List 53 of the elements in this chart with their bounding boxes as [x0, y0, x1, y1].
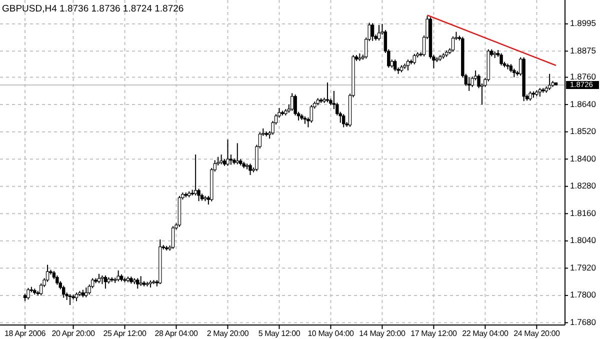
candlestick: [310, 104, 314, 124]
x-tick-label: 28 Apr 04:00: [154, 329, 198, 338]
candlestick: [377, 24, 381, 41]
candlestick: [500, 52, 503, 66]
y-tick-label: 1.8640: [570, 98, 596, 109]
candlestick: [548, 73, 552, 90]
x-tick-label: 18 Apr 2006: [4, 329, 46, 338]
x-tick-label: 2 May 20:00: [206, 329, 250, 338]
x-tick-label: 17 May 12:00: [410, 329, 458, 338]
candlestick: [68, 294, 72, 306]
candlestick: [248, 163, 252, 176]
candlestick: [370, 22, 374, 42]
candlestick: [26, 287, 30, 300]
candlestick: [412, 53, 416, 65]
y-tick-label: 1.7680: [570, 316, 596, 327]
y-tick-label: 1.8040: [570, 235, 596, 246]
candlestick: [226, 139, 230, 166]
candlestick: [104, 274, 108, 290]
candlestick: [393, 59, 397, 72]
y-tick-label: 1.8400: [570, 153, 596, 164]
y-tick-label: 1.7920: [570, 262, 596, 272]
y-tick-label: 1.8520: [570, 126, 596, 136]
x-tick-label: 25 Apr 12:00: [103, 329, 147, 338]
candlestick: [116, 270, 120, 282]
x-tick-label: 22 May 04:00: [462, 329, 509, 338]
y-tick-label: 1.8875: [570, 45, 596, 56]
candlestick: [528, 90, 532, 102]
candlestick: [236, 142, 239, 165]
candlestick: [406, 59, 410, 71]
x-tick-label: 14 May 20:00: [359, 329, 406, 338]
candlestick: [342, 114, 346, 128]
y-tick-label: 1.7800: [570, 290, 596, 300]
candlestick: [136, 278, 140, 290]
x-tick-label: 5 May 12:00: [258, 329, 301, 338]
candlestick: [220, 154, 223, 165]
candlestick: [56, 274, 59, 286]
candlestick: [326, 82, 330, 103]
chart-title: GBPUSD,H4 1.8736 1.8736 1.8724 1.8726: [2, 4, 184, 15]
x-tick-label: 10 May 04:00: [308, 329, 355, 338]
candlestick: [194, 154, 198, 196]
candlestick: [84, 287, 88, 298]
candlestick: [451, 36, 455, 52]
candlestick: [139, 276, 142, 286]
y-tick-label: 1.8995: [570, 18, 596, 28]
candlestick: [290, 92, 294, 112]
candlestick: [97, 273, 101, 284]
x-tick-label: 24 May 20:00: [514, 329, 560, 338]
y-tick-label: 1.8760: [570, 72, 596, 82]
y-tick-label: 1.8280: [570, 180, 596, 191]
y-tick-label: 1.8160: [570, 208, 596, 218]
candlestick: [62, 285, 66, 298]
x-tick-label: 20 Apr 20:00: [52, 329, 96, 338]
candlestick: [171, 226, 175, 250]
